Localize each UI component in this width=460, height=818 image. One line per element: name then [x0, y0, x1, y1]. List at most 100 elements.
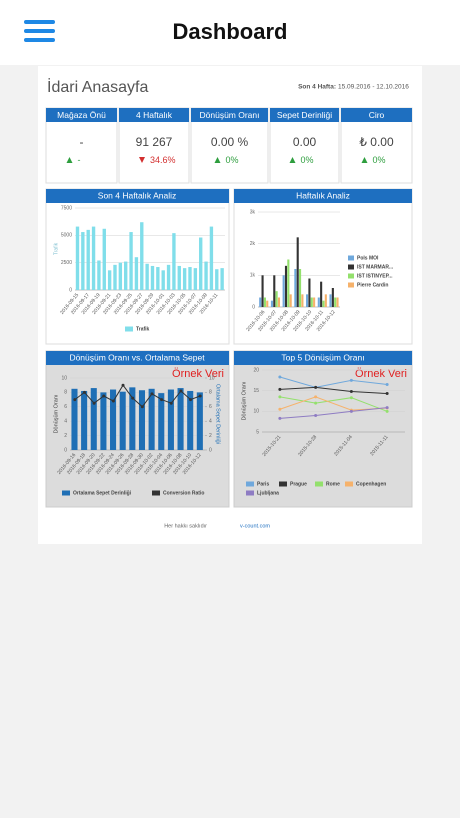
point [314, 385, 318, 389]
bar [145, 263, 149, 290]
legend-label: Ljubljana [257, 490, 279, 496]
point [314, 413, 318, 417]
point [385, 392, 389, 396]
legend-label: Copenhagen [356, 481, 386, 487]
bar [138, 390, 146, 450]
y-tick-label: 2500 [61, 260, 72, 266]
point [169, 401, 173, 405]
legend-swatch [348, 264, 354, 270]
legend-swatch [348, 255, 354, 261]
legend-label: IST MARMAR... [357, 264, 394, 270]
menu-line[interactable] [24, 38, 55, 42]
line [279, 376, 388, 388]
kpi-value: - [80, 135, 84, 149]
kpi-header [270, 108, 339, 122]
bar [199, 237, 203, 290]
point [82, 390, 86, 394]
kpi-change: 34.6% [150, 155, 176, 165]
line [279, 407, 388, 419]
point [150, 392, 154, 396]
top-bar [0, 0, 460, 65]
legend-swatch [152, 490, 160, 496]
bar [317, 297, 320, 307]
legend-label: Paris [257, 481, 269, 487]
bar [329, 294, 332, 307]
bar [177, 265, 181, 290]
bar [193, 268, 198, 290]
kpi-header [46, 108, 117, 122]
bar [220, 268, 224, 290]
menu-button[interactable] [24, 20, 55, 42]
panel-header [46, 351, 229, 365]
screen-title: Dashboard [173, 19, 288, 44]
point [314, 401, 318, 405]
panel-header [46, 189, 229, 203]
bar [113, 264, 117, 290]
point [179, 389, 183, 393]
bar [148, 388, 155, 450]
legend-swatch [315, 481, 323, 487]
kpi-change: 0% [226, 155, 239, 165]
legend-swatch [279, 481, 287, 487]
y2-axis-label: Ortalama Sepet Derinliği [215, 384, 221, 444]
kpi-change: 0% [373, 155, 386, 165]
legend-label: Conversion Ratio [163, 490, 204, 496]
panel-header [234, 189, 412, 203]
bar [277, 297, 281, 307]
bar [196, 392, 203, 450]
y-tick-label: 5 [256, 429, 259, 435]
panel-header [234, 351, 412, 365]
trend-arrow [214, 157, 221, 163]
bar [209, 226, 214, 290]
bar [91, 226, 96, 290]
point [349, 378, 353, 382]
bar [71, 388, 78, 450]
y-tick-label: 8 [64, 390, 67, 396]
bar [86, 229, 90, 290]
footer-text: Her hakkı saklıdır [164, 523, 207, 529]
menu-line[interactable] [24, 29, 55, 33]
bar [313, 297, 316, 307]
bar [75, 226, 80, 290]
y-tick-label: 3k [250, 209, 256, 215]
legend-label: Pierre Cardin [357, 282, 388, 288]
y2-tick-label: 2 [209, 433, 212, 439]
bar [124, 261, 128, 290]
kpi-change: 0% [301, 155, 314, 165]
legend-label: Pols MOI [357, 255, 379, 261]
point [385, 382, 389, 386]
point [278, 416, 282, 420]
y-tick-label: 1k [250, 273, 256, 279]
point [160, 398, 164, 402]
bar [140, 222, 144, 290]
bar [261, 275, 264, 307]
sample-note: Örnek Veri [355, 368, 407, 380]
bar [81, 232, 85, 290]
page-title: İdari Anasayfa [47, 77, 149, 96]
point [131, 396, 135, 400]
chart-title: Top 5 Dönüşüm Oranı [281, 352, 364, 362]
footer-link[interactable]: v-count.com [240, 523, 270, 529]
bar [166, 264, 171, 290]
bar [172, 233, 176, 290]
bar [273, 275, 276, 307]
y-axis-label: Trafik [53, 242, 59, 255]
y-tick-label: 2 [64, 433, 67, 439]
bar [294, 269, 297, 307]
legend-label: Ortalama Sepet Derinliği [73, 490, 132, 496]
y-tick-label: 4 [64, 419, 67, 425]
point [102, 394, 106, 398]
legend-swatch [125, 326, 133, 332]
legend-label: IST ISTINYEP... [357, 273, 393, 279]
legend-swatch [246, 490, 254, 496]
bar [107, 270, 112, 290]
kpi-change: - [78, 155, 81, 165]
bar [334, 297, 337, 307]
y-tick-label: 10 [61, 375, 67, 381]
menu-line[interactable] [24, 20, 55, 24]
bar [322, 300, 325, 307]
kpi-value: 0.00 % [211, 135, 249, 149]
kpi-title: Ciro [369, 110, 385, 120]
bar [161, 270, 165, 290]
